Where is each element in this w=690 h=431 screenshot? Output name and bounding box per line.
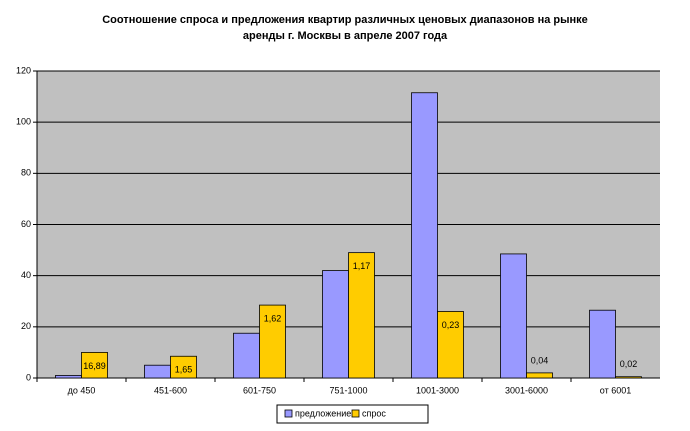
y-tick-label: 100 (16, 117, 31, 127)
bar (259, 304, 286, 379)
x-tick-label: 751-1000 (329, 385, 367, 395)
y-tick-label: 120 (16, 65, 31, 75)
x-tick-label: 451-600 (154, 385, 187, 395)
y-tick-label: 60 (21, 219, 31, 229)
y-tick-label: 0 (26, 372, 31, 382)
bar-annotation: 1,62 (264, 313, 282, 323)
x-tick-label: 1001-3000 (416, 385, 459, 395)
bar (500, 253, 527, 379)
bar (81, 352, 108, 379)
y-tick-label: 80 (21, 168, 31, 178)
bar (322, 270, 349, 379)
x-tick-label: 3001-6000 (505, 385, 548, 395)
bar (437, 311, 464, 379)
bar (411, 92, 438, 379)
legend-label: предложение (295, 408, 351, 418)
bar-annotation: 0,02 (620, 359, 638, 369)
legend-label: спрос (362, 408, 386, 418)
chart-title: Соотношение спроса и предложения квартир… (102, 14, 588, 42)
bar-annotation: 16,89 (83, 361, 106, 371)
legend-swatch (284, 409, 293, 418)
x-tick-label: до 450 (68, 385, 96, 395)
bar (233, 332, 260, 379)
bar (144, 364, 171, 379)
bar (589, 309, 616, 379)
y-tick-label: 20 (21, 321, 31, 331)
bar-annotation: 0,23 (442, 320, 460, 330)
bar (615, 376, 642, 379)
bar-annotation: 0,04 (531, 355, 549, 365)
y-tick-label: 40 (21, 270, 31, 280)
bar (170, 355, 197, 379)
bar (348, 252, 375, 379)
bar (526, 372, 553, 379)
x-tick-label: 601-750 (243, 385, 276, 395)
bar-annotation: 1,17 (353, 261, 371, 271)
legend-swatch (351, 409, 360, 418)
bar (55, 375, 82, 379)
bar-annotation: 1,65 (175, 365, 193, 375)
x-tick-label: от 6001 (600, 385, 631, 395)
